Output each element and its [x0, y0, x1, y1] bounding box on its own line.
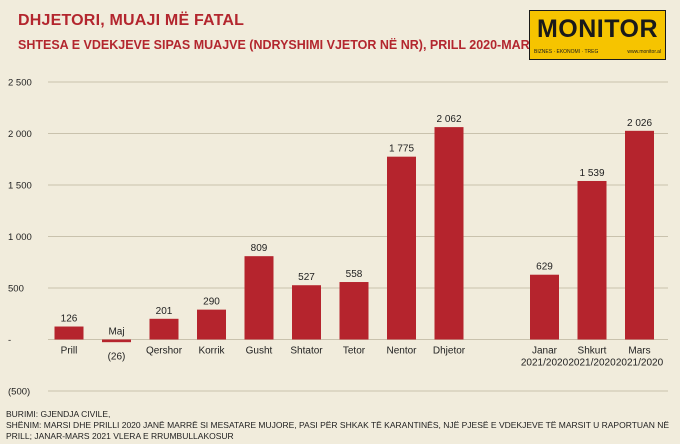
y-tick-label: 500 [8, 284, 24, 295]
data-label: (26) [108, 352, 126, 363]
bar [197, 309, 226, 340]
monitor-logo: MONITOR BIZNES · EKONOMI · TREG www.moni… [529, 10, 666, 60]
chart-title: DHJETORI, MUAJI MË FATAL [18, 12, 245, 29]
data-label: 1 539 [579, 168, 604, 179]
bar [102, 339, 131, 343]
category-label: Shtator [290, 346, 323, 357]
data-label: 558 [346, 269, 363, 280]
category-label: Shkurt [578, 346, 607, 357]
y-tick-label: 1 000 [8, 232, 32, 243]
y-tick-label: (500) [8, 387, 30, 398]
bar [149, 318, 179, 340]
bar [387, 156, 416, 340]
category-label: Gusht [246, 346, 273, 357]
bar [292, 285, 321, 340]
data-label: 809 [251, 243, 268, 254]
y-tick-label: - [8, 335, 11, 346]
source-note: BURIMI: GJENDJA CIVILE, [6, 409, 111, 419]
category-label: Dhjetor [433, 346, 466, 357]
category-label: Maj [108, 327, 124, 338]
category-label: Qershor [146, 346, 183, 357]
bar [625, 130, 654, 340]
category-label: Korrik [198, 346, 225, 357]
logo-tagline: BIZNES · EKONOMI · TREG [534, 48, 599, 55]
category-label: Mars [628, 346, 650, 357]
y-tick-label: 2 500 [8, 78, 32, 89]
data-label: 290 [203, 297, 220, 308]
bar [339, 282, 369, 340]
data-label: 126 [61, 314, 78, 325]
bar [530, 274, 559, 340]
data-label: 527 [298, 272, 315, 283]
y-tick-label: 1 500 [8, 181, 32, 192]
chart-footer: BURIMI: GJENDJA CIVILE, SHËNIM: MARSI DH… [6, 409, 674, 442]
category-label: Janar [532, 346, 558, 357]
category-label: 2021/2020 [568, 358, 616, 369]
category-label: Prill [61, 346, 78, 357]
category-label: Nentor [386, 346, 417, 357]
data-label: 1 775 [389, 144, 414, 155]
logo-url: www.monitor.al [627, 48, 661, 55]
bar [577, 180, 607, 340]
chart-subtitle: SHTESA E VDEKJEVE SIPAS MUAJVE (NDRYSHIM… [18, 38, 570, 52]
bar [54, 326, 84, 340]
bar [434, 127, 464, 340]
category-label: Tetor [343, 346, 366, 357]
data-label: 201 [156, 306, 173, 317]
data-label: 629 [536, 262, 553, 273]
data-label: 2 026 [627, 118, 652, 129]
logo-strip: BIZNES · EKONOMI · TREG www.monitor.al [534, 47, 661, 56]
explanatory-note: SHËNIM: MARSI DHE PRILLI 2020 JANË MARRË… [6, 420, 669, 441]
category-label: 2021/2020 [521, 358, 569, 369]
category-label: 2021/2020 [616, 358, 664, 369]
data-label: 2 062 [436, 114, 461, 125]
logo-wordmark: MONITOR [536, 15, 659, 43]
bar [244, 256, 274, 340]
y-tick-label: 2 000 [8, 129, 32, 140]
